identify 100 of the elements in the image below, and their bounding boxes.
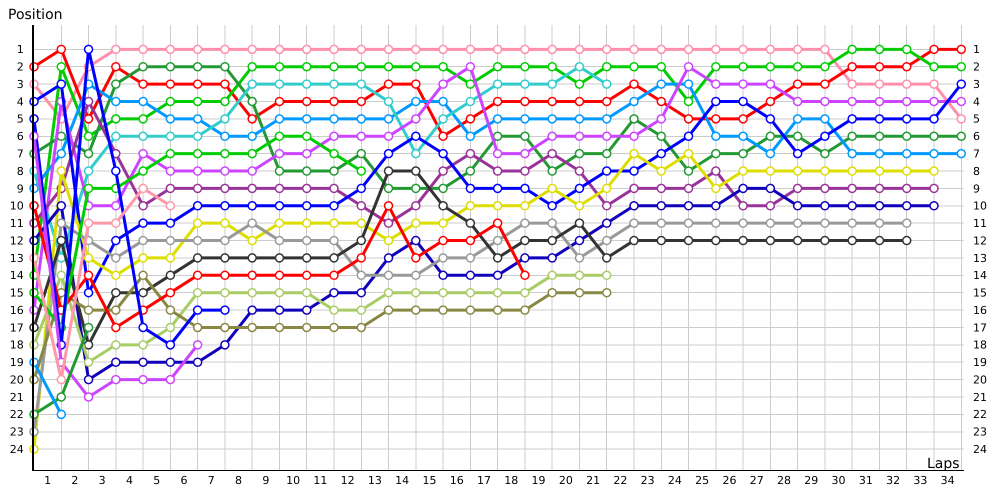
point (274, 253, 284, 263)
point (656, 96, 666, 106)
point (629, 96, 639, 106)
point (438, 96, 448, 106)
point (574, 270, 584, 280)
y-tick-label: 22 (10, 408, 24, 422)
point (520, 114, 530, 124)
point (766, 44, 776, 54)
point (492, 44, 502, 54)
point (111, 79, 121, 89)
point (847, 132, 857, 141)
point (220, 305, 230, 315)
point (874, 44, 884, 54)
point (466, 236, 476, 246)
point (656, 236, 666, 246)
point (684, 62, 694, 72)
point (192, 132, 202, 141)
point (411, 166, 421, 176)
y2-tick-label: 6 (973, 130, 980, 144)
point (111, 340, 121, 350)
point (684, 148, 694, 158)
point (220, 132, 230, 141)
point (247, 44, 257, 54)
point (602, 62, 612, 72)
y2-tick-label: 7 (973, 147, 980, 160)
point (438, 236, 448, 246)
point (602, 236, 612, 246)
point (902, 236, 912, 246)
point (84, 166, 94, 176)
point (302, 305, 312, 315)
x-tick-label: 21 (586, 474, 600, 488)
y-tick-label: 11 (10, 217, 24, 230)
point (138, 201, 148, 211)
y2-tick-label: 3 (973, 78, 980, 91)
point (738, 236, 748, 246)
point (629, 132, 639, 141)
point (84, 270, 94, 280)
y2-tick-label: 12 (973, 234, 987, 248)
point (492, 148, 502, 158)
point (874, 79, 884, 89)
y-tick-label: 19 (10, 356, 24, 370)
point (738, 62, 748, 72)
point (192, 305, 202, 315)
point (492, 270, 502, 280)
x-tick-label: 34 (940, 474, 955, 488)
point (192, 357, 202, 367)
point (766, 236, 776, 246)
y2-tick-label: 8 (973, 164, 980, 178)
point (356, 166, 366, 176)
point (247, 79, 257, 89)
point (192, 322, 202, 332)
point (302, 44, 312, 54)
y-tick-label: 5 (16, 112, 24, 126)
point (874, 132, 884, 141)
point (329, 62, 339, 72)
point (492, 166, 502, 176)
point (356, 44, 366, 54)
point (274, 322, 284, 332)
point (411, 114, 421, 124)
point (438, 132, 448, 141)
point (111, 357, 121, 367)
point (874, 218, 884, 228)
point (138, 184, 148, 194)
point (192, 96, 202, 106)
point (602, 96, 612, 106)
point (738, 184, 748, 194)
point (329, 322, 339, 332)
y2-tick-label: 13 (973, 252, 987, 265)
point (520, 288, 530, 298)
point (220, 288, 230, 298)
y-tick-label: 18 (10, 338, 24, 352)
x-tick-label: 1 (44, 474, 52, 488)
point (766, 166, 776, 176)
point (466, 166, 476, 176)
point (711, 132, 721, 141)
point (438, 270, 448, 280)
point (384, 305, 394, 315)
point (492, 132, 502, 141)
point (438, 305, 448, 315)
point (302, 132, 312, 141)
point (411, 62, 421, 72)
point (166, 148, 176, 158)
x-tick-label: 31 (858, 474, 873, 488)
point (574, 184, 584, 194)
point (547, 201, 557, 211)
point (138, 96, 148, 106)
point (847, 114, 857, 124)
point (166, 218, 176, 228)
point (738, 166, 748, 176)
point (874, 114, 884, 124)
point (247, 62, 257, 72)
point (302, 201, 312, 211)
point (466, 62, 476, 72)
point (220, 79, 230, 89)
point (56, 166, 66, 176)
point (820, 96, 830, 106)
point (902, 96, 912, 106)
point (438, 253, 448, 263)
point (438, 201, 448, 211)
point (847, 201, 857, 211)
